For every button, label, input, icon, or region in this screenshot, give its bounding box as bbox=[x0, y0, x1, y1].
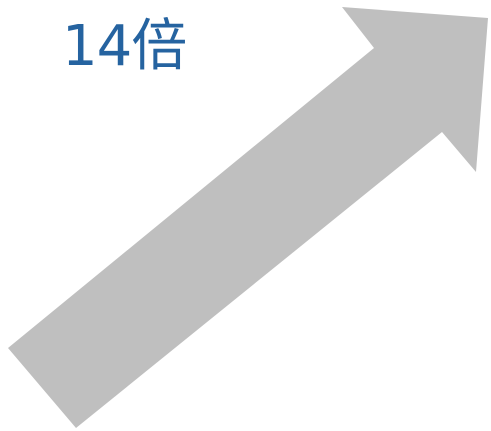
multiplier-label: 14倍 bbox=[62, 14, 187, 79]
arrow-shape bbox=[8, 7, 488, 428]
